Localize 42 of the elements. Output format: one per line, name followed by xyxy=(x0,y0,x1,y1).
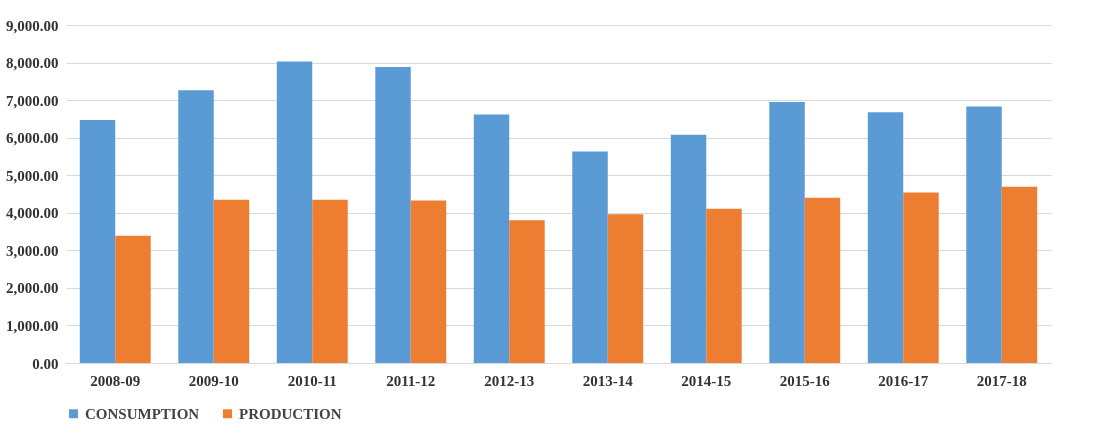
bar xyxy=(769,101,805,363)
y-tick-label: 3,000.00 xyxy=(6,242,59,259)
bar xyxy=(1001,186,1038,363)
x-tick-label: 2015-16 xyxy=(779,372,831,389)
bar xyxy=(410,200,447,363)
bar xyxy=(276,61,313,363)
x-tick-label: 2011-12 xyxy=(386,372,436,389)
y-tick-label: 5,000.00 xyxy=(6,167,59,184)
y-tick-label: 4,000.00 xyxy=(6,205,59,222)
y-tick-label: 8,000.00 xyxy=(6,55,59,72)
bar xyxy=(670,134,707,363)
x-tick-label: 2009-10 xyxy=(188,372,239,389)
bar xyxy=(903,192,939,363)
legend-label: CONSUMPTION xyxy=(85,405,200,422)
bar xyxy=(213,199,250,363)
bar xyxy=(572,151,608,363)
bar xyxy=(804,197,841,363)
bar xyxy=(607,214,644,363)
legend-label: PRODUCTION xyxy=(239,405,342,422)
bar xyxy=(115,235,151,363)
bar xyxy=(473,114,510,363)
y-tick-label: 1,000.00 xyxy=(6,317,59,334)
x-tick-label: 2014-15 xyxy=(681,372,732,389)
y-tick-label: 7,000.00 xyxy=(6,92,59,109)
bar xyxy=(706,208,742,363)
x-tick-label: 2013-14 xyxy=(582,372,634,389)
x-tick-label: 2010-11 xyxy=(287,372,337,389)
bar xyxy=(178,90,214,363)
y-tick-label: 0.00 xyxy=(32,355,59,372)
x-tick-label: 2012-13 xyxy=(484,372,535,389)
y-tick-label: 2,000.00 xyxy=(6,280,59,297)
bar xyxy=(966,106,1002,363)
x-tick-label: 2008-09 xyxy=(90,372,141,389)
bar xyxy=(312,199,348,363)
bar xyxy=(509,220,545,363)
bar xyxy=(867,112,904,363)
y-tick-label: 6,000.00 xyxy=(6,130,59,147)
x-tick-label: 2017-18 xyxy=(976,372,1027,389)
bar xyxy=(375,67,411,363)
x-tick-label: 2016-17 xyxy=(878,372,929,389)
bar xyxy=(79,120,116,363)
y-tick-label: 9,000.00 xyxy=(6,17,59,34)
